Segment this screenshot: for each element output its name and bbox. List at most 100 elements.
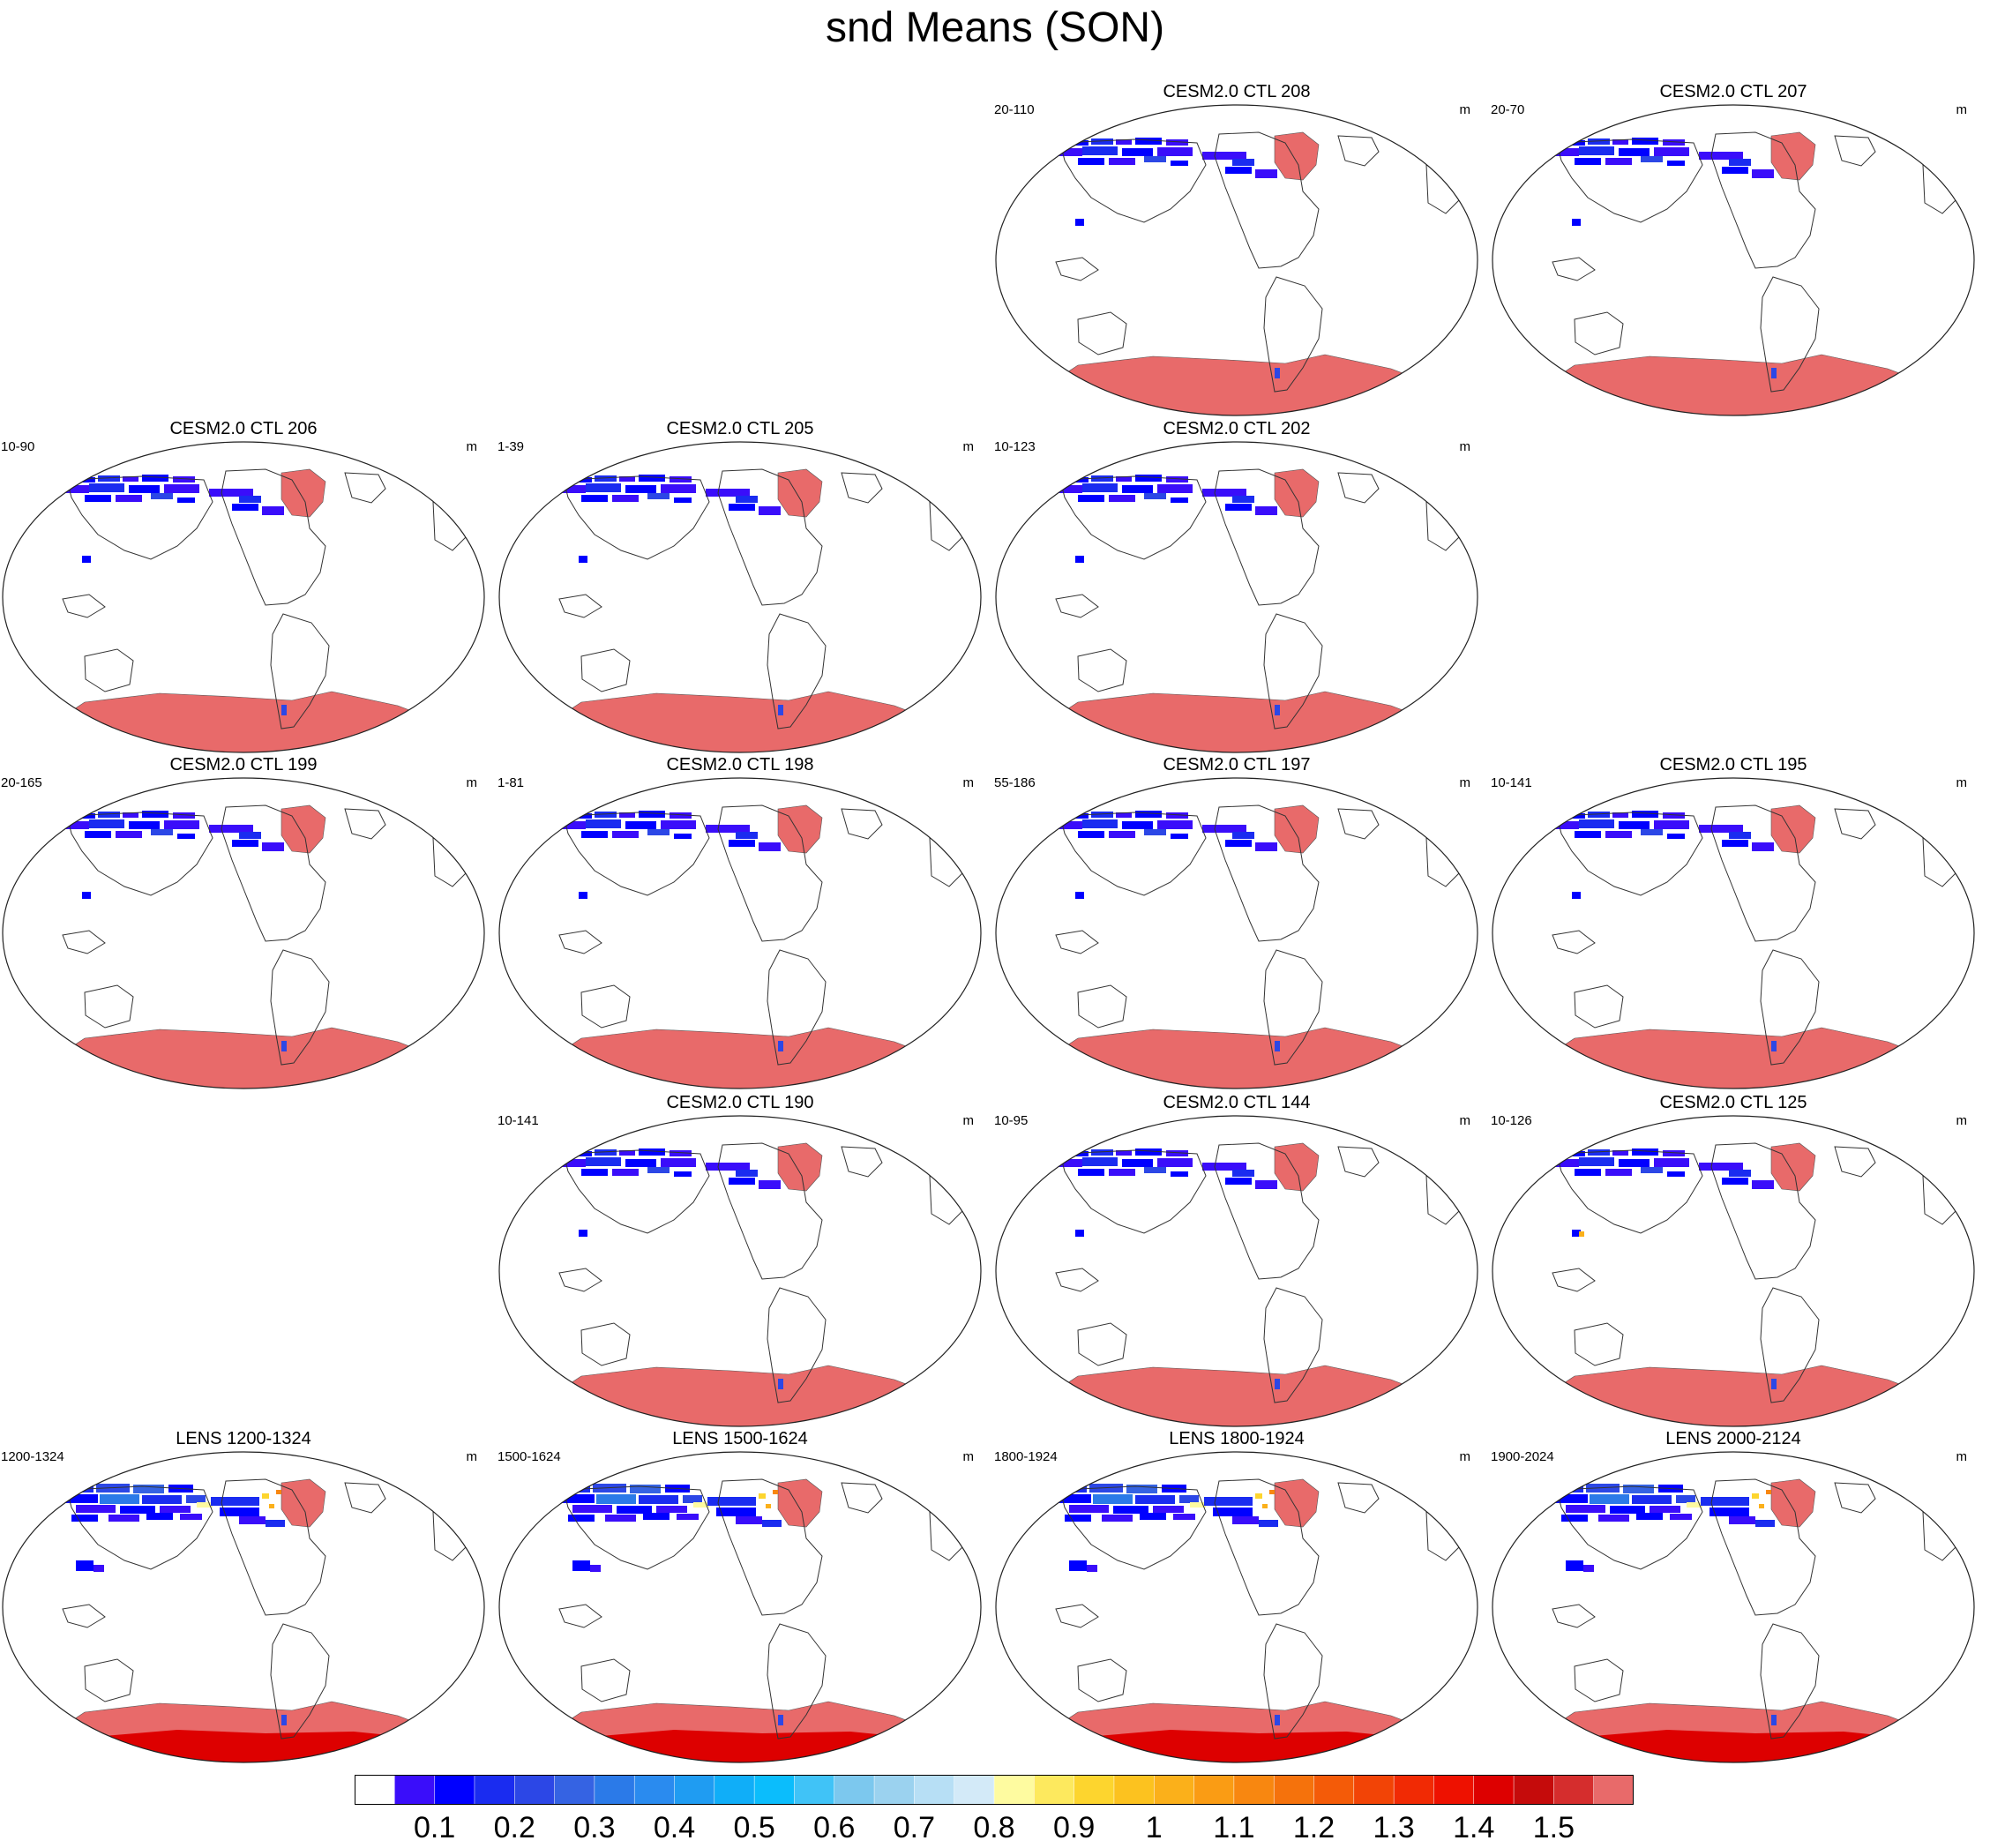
snow-cell xyxy=(656,1506,687,1513)
snow-cell xyxy=(1153,1506,1184,1513)
south-america-outline xyxy=(1263,949,1323,1066)
main-title: snd Means (SON) xyxy=(825,4,1165,51)
snow-cell xyxy=(1701,1497,1749,1506)
snow-cell xyxy=(177,834,195,839)
panel-title: CESM2.0 CTL 206 xyxy=(169,419,318,438)
snow-cell xyxy=(1166,812,1188,819)
europe-outline xyxy=(1922,837,1961,887)
snow-cell xyxy=(262,1493,269,1499)
snow-cell xyxy=(674,1171,692,1177)
snow-cell xyxy=(1619,821,1650,829)
snow-cell xyxy=(173,476,195,483)
snow-cell xyxy=(778,1715,783,1725)
colorbar-swatch xyxy=(1074,1775,1115,1805)
snow-cell xyxy=(1632,811,1658,818)
snow-cell xyxy=(1135,1148,1162,1156)
snow-cell xyxy=(759,506,781,515)
antarctica-snow xyxy=(1492,1365,1974,1426)
panel-year-range: 55-186 xyxy=(994,775,1036,790)
colorbar-tick-label: 0.4 xyxy=(653,1811,696,1844)
snow-cell xyxy=(1171,834,1188,839)
snow-cell xyxy=(670,1150,692,1156)
colorbar-tick-label: 0.6 xyxy=(813,1811,856,1844)
snow-cell xyxy=(1202,825,1246,833)
snow-cell xyxy=(1144,493,1166,499)
greenland-snow xyxy=(1770,1478,1816,1528)
snow-cell xyxy=(232,504,258,511)
snow-cell xyxy=(1144,829,1166,835)
snow-cell xyxy=(1204,1497,1253,1506)
panel-year-range: 10-90 xyxy=(1,439,35,454)
snow-cell xyxy=(1202,152,1246,160)
snow-cell xyxy=(1605,831,1632,838)
greenland-outline xyxy=(344,1482,386,1514)
snow-cell xyxy=(586,483,621,492)
map-panel: LENS 1200-1324 1200-1324 m xyxy=(1,1428,486,1763)
australia-outline xyxy=(1574,1658,1624,1702)
snow-cell xyxy=(1663,812,1685,819)
panel-title: CESM2.0 CTL 125 xyxy=(1659,1093,1807,1112)
north-america-outline xyxy=(221,468,326,606)
panel-unit: m xyxy=(1459,1449,1471,1464)
snow-cell xyxy=(209,489,253,497)
snow-cell xyxy=(1729,1516,1755,1524)
snow-cell xyxy=(639,1148,665,1156)
panel-unit: m xyxy=(1956,1113,1968,1128)
snow-cell xyxy=(129,821,160,829)
snow-cell xyxy=(572,1505,612,1513)
snow-cell xyxy=(674,498,692,503)
colorbar-swatch xyxy=(1034,1775,1075,1805)
asia-outline xyxy=(1556,1149,1703,1234)
snow-cell xyxy=(706,1163,750,1171)
snow-cell xyxy=(164,484,199,493)
snow-cell xyxy=(85,831,111,838)
snow-cell xyxy=(1135,1495,1175,1504)
australia-outline xyxy=(84,984,134,1029)
asia-outline xyxy=(1059,812,1207,896)
snow-cell xyxy=(612,831,639,838)
snow-cell xyxy=(759,1180,781,1189)
snow-cell xyxy=(595,1149,617,1156)
maritime-islands-outline xyxy=(1055,1604,1099,1628)
snow-cell xyxy=(1232,159,1254,166)
maritime-islands-outline xyxy=(62,1604,106,1628)
snow-cell xyxy=(116,495,142,502)
snow-cell xyxy=(1588,812,1610,818)
south-america-outline xyxy=(1760,949,1820,1066)
snow-cell xyxy=(1566,1505,1605,1513)
australia-outline xyxy=(1077,1658,1127,1702)
snow-cell xyxy=(1109,831,1135,838)
colorbar-swatch xyxy=(514,1775,556,1805)
snow-cell xyxy=(1588,138,1610,145)
map-svg xyxy=(995,777,1478,1089)
panel-unit: m xyxy=(1459,102,1471,117)
snow-cell xyxy=(1275,705,1280,715)
snow-cell xyxy=(1116,139,1132,145)
greenland-snow xyxy=(281,468,326,518)
snow-cell xyxy=(1087,1565,1097,1572)
snow-cell xyxy=(736,832,758,839)
snow-cell xyxy=(266,1520,285,1527)
snow-cell xyxy=(133,1485,164,1493)
europe-outline xyxy=(1425,1511,1464,1561)
greenland-snow xyxy=(777,1478,823,1528)
snow-cell xyxy=(269,1504,274,1508)
map-svg xyxy=(1492,1115,1975,1427)
colorbar-tick-label: 1.2 xyxy=(1292,1811,1335,1844)
snow-cell xyxy=(1144,1167,1166,1173)
panel-unit: m xyxy=(466,1449,478,1464)
snow-cell xyxy=(1091,812,1113,818)
snow-cell xyxy=(1641,156,1663,162)
snow-cell xyxy=(559,1159,586,1167)
snow-cell xyxy=(778,1041,783,1051)
map-panel: CESM2.0 CTL 198 1-81 m xyxy=(498,754,983,1089)
map-svg xyxy=(995,441,1478,753)
snow-cell xyxy=(1623,1485,1654,1493)
panel-year-range: 20-70 xyxy=(1491,102,1525,117)
panel-title: LENS 2000-2124 xyxy=(1665,1429,1801,1448)
snow-cell xyxy=(619,1150,635,1156)
snow-cell xyxy=(1135,475,1162,482)
snow-cell xyxy=(1093,1494,1133,1504)
snow-cell xyxy=(1171,1171,1188,1177)
greenland-snow xyxy=(1274,1478,1320,1528)
